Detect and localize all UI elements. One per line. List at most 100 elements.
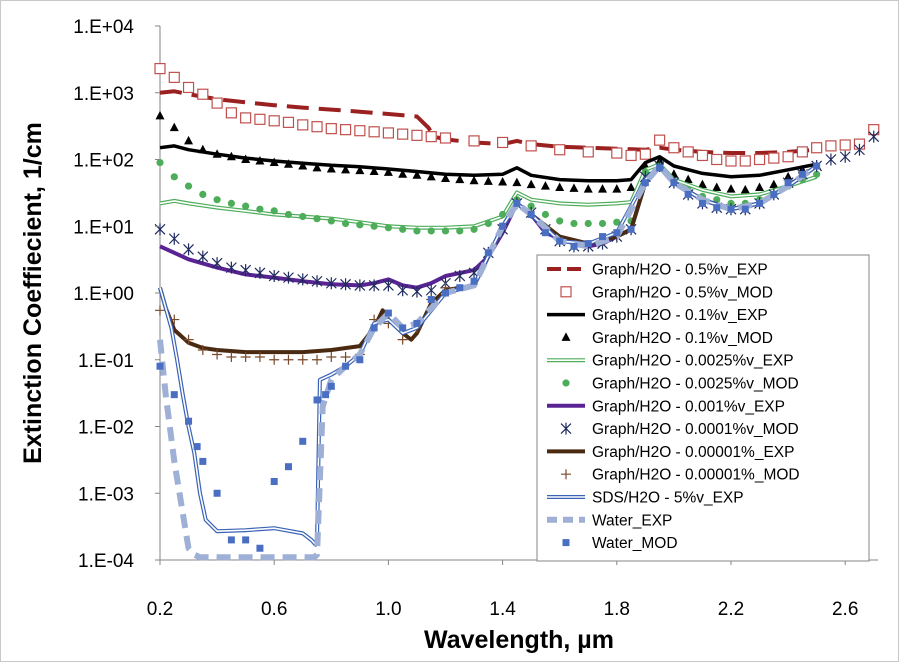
series-1-point <box>625 149 637 162</box>
series-3-point <box>483 176 493 185</box>
series-12-point <box>584 240 592 248</box>
series-7-point <box>311 275 323 288</box>
series-1-point <box>211 97 223 109</box>
series-5-point <box>384 224 392 232</box>
series-5-point <box>256 205 264 213</box>
series-5-point <box>527 202 535 210</box>
series-5-point <box>470 225 478 233</box>
series-1-point <box>425 131 437 143</box>
series-5-point <box>613 218 621 226</box>
series-12-point <box>313 396 321 404</box>
series-1-point <box>639 148 651 160</box>
series-1-point <box>711 153 723 166</box>
series-3-point <box>540 181 550 190</box>
series-12-point <box>527 210 535 218</box>
y-tick-label: 1.E+00 <box>73 284 134 305</box>
series-1-point <box>282 116 295 128</box>
series-12-point <box>670 179 678 187</box>
series-1-point <box>397 128 409 140</box>
y-tick-label: 1.E-03 <box>78 484 134 505</box>
series-12-point <box>227 536 235 544</box>
y-tick-label: 1.E+02 <box>73 151 134 172</box>
series-12-point <box>756 199 764 207</box>
series-5-point <box>199 190 207 199</box>
series-1-point <box>796 146 808 158</box>
series-3-point <box>412 170 422 179</box>
x-tick-label: 0.6 <box>261 599 287 620</box>
y-tick-label: 1.E+01 <box>73 217 134 238</box>
series-1-point <box>497 136 509 149</box>
x-tick-label: 1.0 <box>375 599 401 620</box>
series-12-point <box>484 249 492 257</box>
series-12-point <box>213 489 221 497</box>
series-9-point <box>240 351 251 362</box>
legend-swatch <box>562 379 570 387</box>
legend-label: Graph/H2O - 0.1%v_EXP <box>592 307 768 324</box>
series-3-point <box>369 166 379 176</box>
series-5-point <box>227 199 235 207</box>
series-9-point <box>283 354 294 365</box>
legend-label: Graph/H2O - 0.5%v_MOD <box>592 284 773 301</box>
series-3-point <box>526 179 536 189</box>
series-3-point <box>469 175 479 185</box>
x-tick-label: 2.6 <box>832 599 858 620</box>
series-5-point <box>541 210 550 219</box>
series-1-point <box>525 140 537 152</box>
y-tick-label: 1.E-01 <box>78 351 134 372</box>
series-3-point <box>755 182 765 192</box>
series-7-point <box>354 279 366 292</box>
series-5-point <box>584 219 592 228</box>
legend-label: Graph/H2O - 0.0001%v_MOD <box>592 421 799 438</box>
series-1-point <box>339 124 352 136</box>
series-1-point <box>668 142 680 154</box>
series-1-point <box>611 147 623 159</box>
series-1-point <box>240 112 252 124</box>
series-1-point <box>254 113 266 125</box>
series-12-point <box>613 229 621 237</box>
series-12-point <box>770 190 778 198</box>
series-7-point <box>425 284 437 297</box>
series-3-point <box>326 164 336 173</box>
series-7-point <box>197 250 209 263</box>
series-3-point <box>769 179 779 189</box>
series-12-point <box>713 204 721 212</box>
series-3-point <box>283 159 293 168</box>
series-1-point <box>168 71 180 83</box>
series-9-point <box>197 344 208 355</box>
series-9-point <box>155 305 165 316</box>
series-12-point <box>627 225 635 233</box>
series-7-point <box>268 269 280 282</box>
series-3-point <box>212 149 222 158</box>
series-1-point <box>154 63 166 75</box>
legend: Graph/H2O - 0.5%v_EXP Graph/H2O - 0.5%v_M… <box>536 254 870 562</box>
series-3-point <box>626 182 636 192</box>
series-1-point <box>411 129 423 141</box>
series-5-point <box>327 217 335 225</box>
series-1-point <box>654 134 666 146</box>
x-tick-label: 1.4 <box>489 599 516 620</box>
series-7-point <box>154 223 166 236</box>
series-1-point <box>554 144 566 156</box>
series-1-point <box>325 123 337 135</box>
series-12-point <box>399 324 407 332</box>
series-12-point <box>570 242 578 250</box>
series-5-point <box>184 182 193 190</box>
series-3-point <box>598 184 608 193</box>
series-12-point <box>356 356 364 364</box>
series-1-point <box>439 132 452 144</box>
y-tick-label: 1.E+03 <box>73 84 134 105</box>
series-12-point <box>256 544 264 552</box>
series-3-point <box>355 165 365 175</box>
series-1-point <box>382 127 394 139</box>
series-5-point <box>313 215 321 223</box>
series-9-point <box>269 354 280 365</box>
legend-box <box>536 254 870 562</box>
series-3-point <box>241 154 251 163</box>
series-1-point <box>268 115 280 127</box>
y-tick-label: 1.E-02 <box>78 418 134 439</box>
series-12-point <box>641 179 649 187</box>
series-1-point <box>368 126 380 138</box>
series-9-point <box>226 351 237 362</box>
x-tick-label: 2.2 <box>718 599 744 620</box>
